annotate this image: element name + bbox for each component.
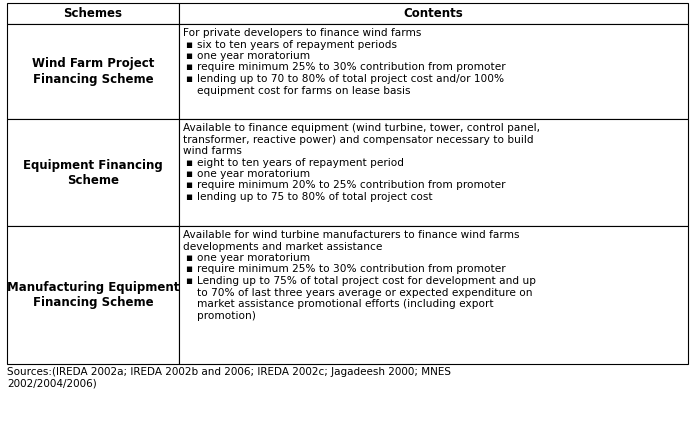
Text: ▪: ▪	[185, 264, 192, 274]
Text: require minimum 25% to 30% contribution from promoter: require minimum 25% to 30% contribution …	[197, 62, 506, 72]
Bar	[179, 3, 688, 24]
Text: ▪: ▪	[185, 62, 192, 72]
Text: lending up to 75 to 80% of total project cost: lending up to 75 to 80% of total project…	[197, 192, 432, 202]
Text: ▪: ▪	[185, 157, 192, 168]
Text: Wind Farm Project
Financing Scheme: Wind Farm Project Financing Scheme	[32, 58, 154, 85]
Text: ▪: ▪	[185, 253, 192, 263]
Text: require minimum 20% to 25% contribution from promoter: require minimum 20% to 25% contribution …	[197, 181, 505, 190]
Text: Schemes: Schemes	[63, 7, 122, 20]
Text: Available for wind turbine manufacturers to finance wind farms
developments and : Available for wind turbine manufacturers…	[183, 230, 519, 252]
Text: Contents: Contents	[404, 7, 464, 20]
Text: require minimum 25% to 30% contribution from promoter: require minimum 25% to 30% contribution …	[197, 264, 506, 274]
Text: ▪: ▪	[185, 276, 192, 286]
Text: Lending up to 75% of total project cost for development and up
to 70% of last th: Lending up to 75% of total project cost …	[197, 276, 536, 321]
Bar	[7, 119, 179, 226]
Text: ▪: ▪	[185, 169, 192, 179]
Bar	[179, 24, 688, 119]
Text: one year moratorium: one year moratorium	[197, 253, 310, 263]
Bar	[7, 3, 179, 24]
Bar	[179, 226, 688, 364]
Text: lending up to 70 to 80% of total project cost and/or 100%
equipment cost for far: lending up to 70 to 80% of total project…	[197, 74, 504, 96]
Text: ▪: ▪	[185, 40, 192, 50]
Bar	[7, 226, 179, 364]
Bar	[179, 119, 688, 226]
Text: For private developers to finance wind farms: For private developers to finance wind f…	[183, 28, 421, 38]
Text: eight to ten years of repayment period: eight to ten years of repayment period	[197, 157, 404, 168]
Text: six to ten years of repayment periods: six to ten years of repayment periods	[197, 40, 397, 50]
Bar	[7, 24, 179, 119]
Text: Equipment Financing
Scheme: Equipment Financing Scheme	[23, 158, 163, 187]
Text: Sources:(IREDA 2002a; IREDA 2002b and 2006; IREDA 2002c; Jagadeesh 2000; MNES
20: Sources:(IREDA 2002a; IREDA 2002b and 20…	[7, 367, 451, 389]
Text: ▪: ▪	[185, 192, 192, 202]
Text: ▪: ▪	[185, 51, 192, 61]
Text: Available to finance equipment (wind turbine, tower, control panel,
transformer,: Available to finance equipment (wind tur…	[183, 123, 540, 156]
Text: ▪: ▪	[185, 74, 192, 84]
Text: one year moratorium: one year moratorium	[197, 51, 310, 61]
Text: one year moratorium: one year moratorium	[197, 169, 310, 179]
Text: ▪: ▪	[185, 181, 192, 190]
Text: Manufacturing Equipment
Financing Scheme: Manufacturing Equipment Financing Scheme	[7, 281, 179, 309]
